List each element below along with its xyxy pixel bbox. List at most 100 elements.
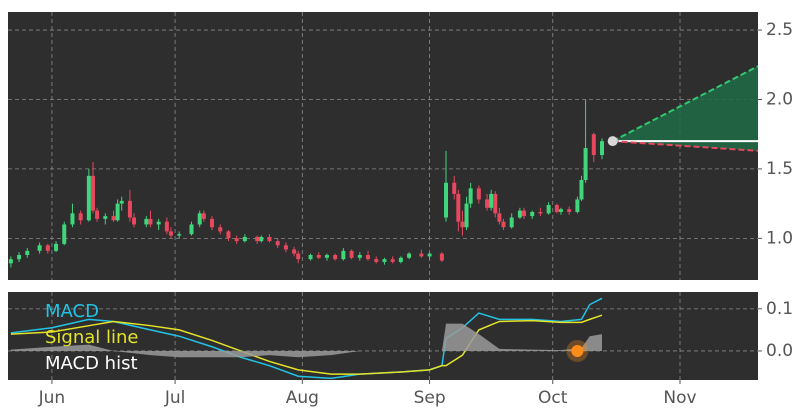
candle-body	[242, 236, 247, 242]
candle-body	[177, 234, 182, 236]
candle-body	[497, 213, 502, 222]
candle-body	[275, 241, 280, 246]
x-tick-label: Jul	[164, 388, 186, 408]
series-line	[10, 314, 603, 375]
price-panel	[8, 12, 758, 280]
candle-body	[382, 259, 387, 262]
candle-body	[283, 245, 288, 250]
candle-body	[501, 221, 506, 228]
candle-body	[522, 210, 527, 217]
y-tick-label: 1.5	[766, 159, 793, 179]
forecast-start	[607, 136, 618, 147]
x-tick-label: Aug	[286, 388, 319, 408]
candle-body	[218, 227, 223, 232]
candle-body	[164, 221, 169, 232]
candle-body	[493, 193, 498, 214]
candle-body	[439, 253, 444, 261]
candle-body	[456, 193, 461, 222]
x-tick-label: Nov	[663, 388, 696, 408]
candle-body	[341, 250, 346, 260]
candle-body	[489, 193, 494, 208]
candle-body	[197, 213, 202, 225]
candle-body	[538, 211, 543, 214]
candle-body	[78, 213, 83, 221]
candle-body	[292, 249, 297, 254]
macd-panel	[8, 292, 758, 380]
candle-body	[37, 245, 42, 251]
candle-body	[591, 134, 596, 156]
candle-body	[476, 188, 481, 200]
candle-body	[530, 211, 535, 217]
legend-label: Signal line	[45, 327, 139, 348]
candle-body	[267, 236, 272, 242]
candle-body	[226, 231, 231, 239]
candle-body	[600, 141, 605, 156]
candle-body	[296, 253, 301, 260]
y-tick-label: 1.0	[766, 228, 793, 248]
candle-body	[554, 205, 559, 212]
candle-body	[308, 255, 313, 260]
candle-body	[333, 255, 338, 260]
candle-body	[546, 205, 551, 214]
candle-body	[485, 199, 490, 208]
x-tick-label: Jun	[38, 388, 66, 408]
candle-body	[517, 210, 522, 218]
candle-body	[234, 238, 239, 242]
candle-body	[86, 175, 91, 221]
candle-body	[464, 203, 469, 228]
candle-body	[90, 175, 95, 211]
candle-body	[575, 199, 580, 212]
candle-body	[45, 245, 50, 251]
candle-body	[316, 255, 321, 258]
candle-body	[509, 217, 514, 228]
x-tick-label: Oct	[538, 388, 568, 408]
candle-body	[132, 217, 137, 225]
candle-body	[558, 209, 563, 212]
candle-body	[54, 243, 59, 251]
candle-body	[168, 231, 173, 236]
candle-body	[103, 216, 108, 219]
candle-body	[419, 253, 424, 257]
candle-body	[324, 255, 329, 258]
y-tick-label: 2.5	[766, 20, 793, 40]
candle-body	[17, 255, 22, 260]
candle-body	[579, 180, 584, 200]
y-tick-label: 2.0	[766, 89, 793, 109]
legend-label: MACD	[45, 301, 99, 322]
forecast-lower	[612, 140, 759, 152]
candle-body	[62, 224, 67, 244]
hist-area	[10, 323, 603, 358]
forecast-band	[612, 66, 758, 151]
candle-body	[567, 209, 572, 212]
forecast-upper	[612, 65, 759, 143]
candle-body	[460, 221, 465, 228]
candle-body	[127, 200, 132, 218]
legend-label: MACD hist	[45, 353, 138, 374]
candle-body	[144, 218, 149, 225]
candle-body	[407, 253, 412, 258]
candle-body	[8, 259, 13, 264]
candle-body	[201, 213, 206, 219]
candle-body	[390, 259, 395, 262]
candle-body	[374, 259, 379, 262]
y-tick-label: 0.0	[766, 341, 793, 361]
candle-body	[189, 224, 194, 235]
candle-body	[398, 257, 403, 262]
candle-body	[95, 210, 100, 219]
candle-body	[427, 253, 432, 257]
candle-body	[210, 218, 215, 228]
candle-body	[349, 250, 354, 258]
candle-body	[468, 188, 473, 204]
marker	[571, 344, 584, 357]
candle-body	[255, 236, 260, 242]
candle-body	[111, 216, 116, 221]
candle-body	[583, 148, 588, 181]
candle-body	[444, 182, 449, 218]
candle-body	[119, 200, 124, 204]
candle-body	[148, 218, 153, 225]
candle-body	[357, 255, 362, 258]
x-tick-label: Sep	[414, 388, 446, 408]
candle-body	[259, 236, 264, 242]
